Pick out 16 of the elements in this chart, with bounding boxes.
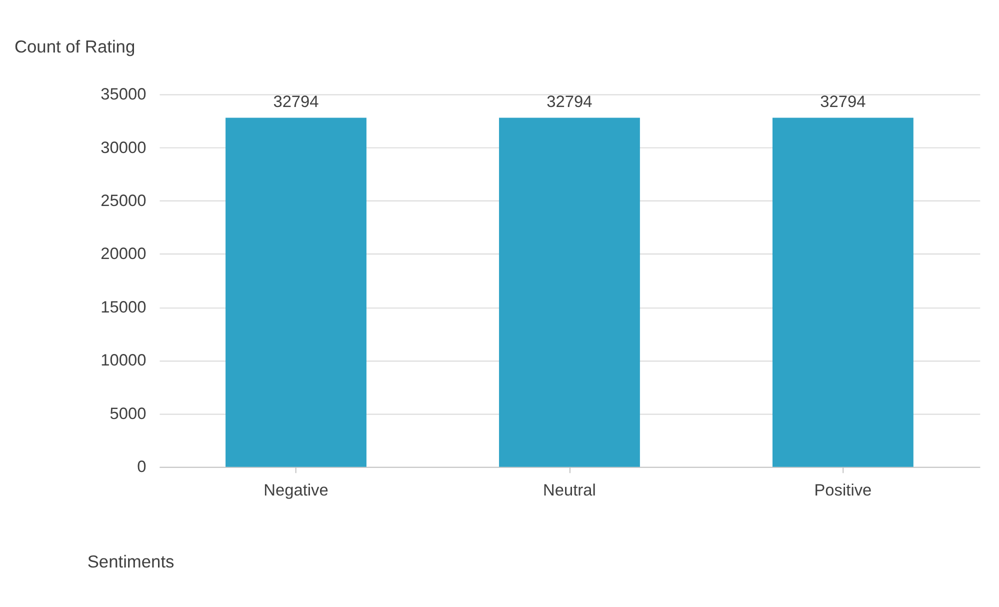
x-tick-label: Positive (814, 481, 872, 500)
data-label: 32794 (820, 93, 866, 112)
y-tick-label: 25000 (100, 192, 146, 210)
data-label: 32794 (546, 93, 592, 112)
x-tick-label: Neutral (543, 481, 596, 500)
x-tick-label: Negative (264, 481, 328, 500)
x-axis-title: Sentiments (87, 552, 175, 572)
y-tick-label: 10000 (100, 352, 146, 370)
y-tick-label: 5000 (110, 404, 146, 423)
y-tick-label: 15000 (100, 298, 146, 316)
y-tick-label: 30000 (100, 138, 146, 157)
data-label: 32794 (273, 93, 319, 112)
y-tick-label: 0 (137, 458, 146, 476)
y-tick-label: 35000 (100, 86, 146, 104)
chart-title: Count of Rating (14, 36, 136, 57)
y-tick-label: 20000 (100, 245, 146, 264)
